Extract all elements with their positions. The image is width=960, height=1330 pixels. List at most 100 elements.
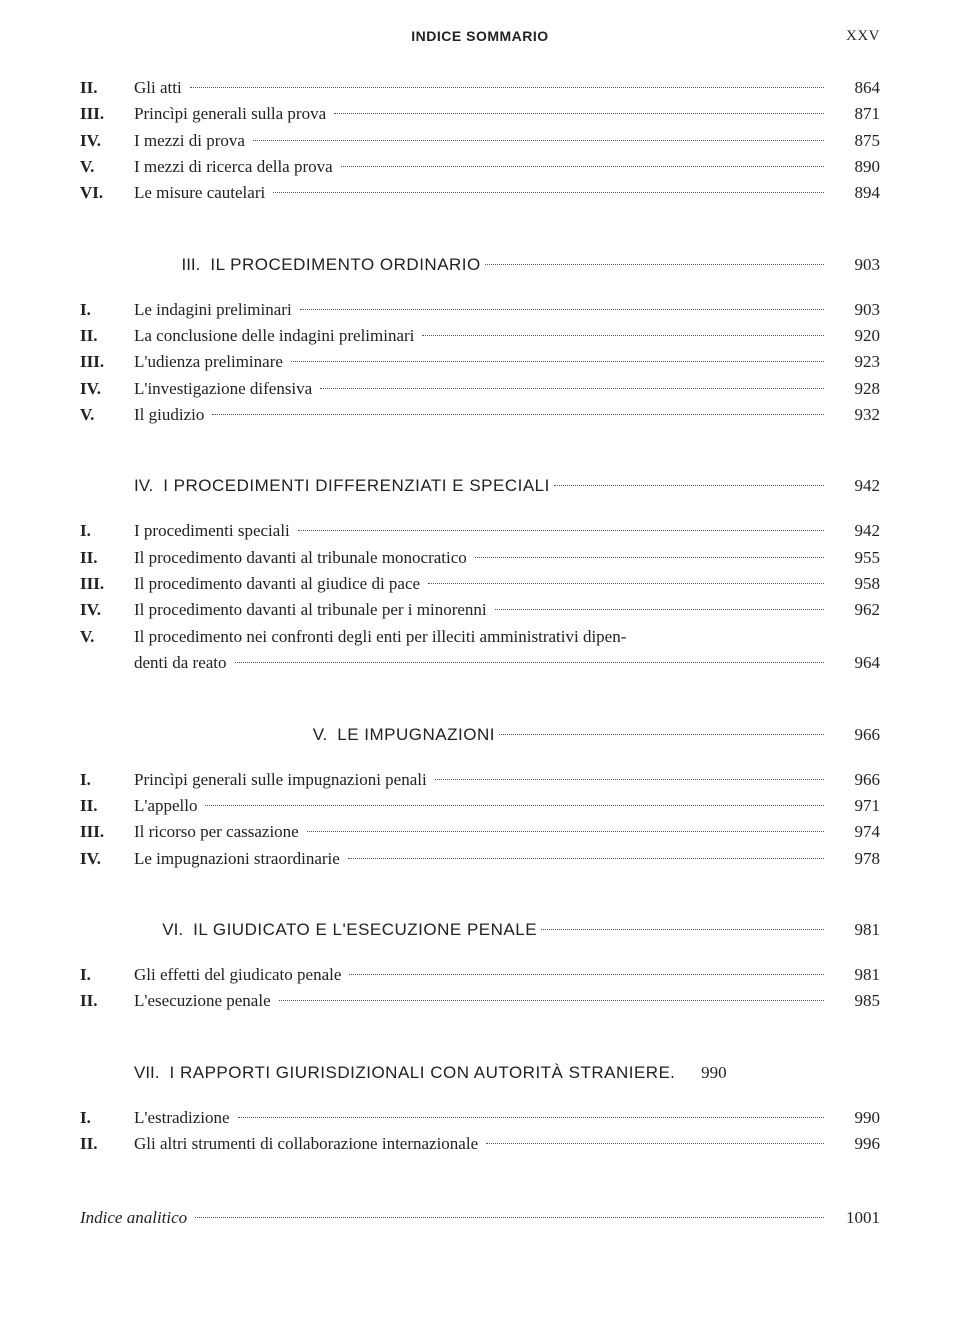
dot-leader	[422, 335, 824, 336]
toc-num: I.	[80, 518, 134, 544]
final-label: Indice analitico	[80, 1205, 191, 1231]
section-heading-7: VII. I RAPPORTI GIURISDIZIONALI CON AUTO…	[80, 1063, 880, 1083]
dot-leader	[298, 530, 824, 531]
toc-block-5: I.Princìpi generali sulle impugnazioni p…	[80, 767, 880, 872]
toc-row: III.L'udienza preliminare923	[80, 349, 880, 375]
dot-leader	[435, 779, 824, 780]
section-heading-6: VI. IL GIUDICATO E L'ESECUZIONE PENALE 9…	[80, 920, 880, 940]
toc-row: IV.Le impugnazioni straordinarie978	[80, 846, 880, 872]
section-heading-3: III. IL PROCEDIMENTO ORDINARIO 903	[80, 255, 880, 275]
toc-block-continuation: II.Gli atti 864 III.Princìpi generali sul…	[80, 75, 880, 207]
toc-num: III.	[80, 349, 134, 375]
toc-row: II.Gli atti 864	[80, 75, 880, 101]
section-num: V.	[313, 725, 338, 745]
section-title: I PROCEDIMENTI DIFFERENZIATI E SPECIALI	[163, 476, 550, 496]
toc-label: L'esecuzione penale	[134, 988, 275, 1014]
toc-block-4: I.I procedimenti speciali942 II.Il proce…	[80, 518, 880, 676]
section-title: IL GIUDICATO E L'ESECUZIONE PENALE	[193, 920, 537, 940]
toc-num: III.	[80, 571, 134, 597]
toc-row: II.Gli altri strumenti di collaborazione…	[80, 1131, 880, 1157]
section-page: 990	[675, 1063, 727, 1083]
toc-row-wrap-1: V.Il procedimento nei confronti degli en…	[80, 624, 880, 650]
toc-num: IV.	[80, 846, 134, 872]
toc-num: II.	[80, 545, 134, 571]
toc-page: 996	[828, 1131, 880, 1157]
toc-page: 894	[828, 180, 880, 206]
toc-num: V.	[80, 154, 134, 180]
dot-leader	[485, 264, 824, 265]
header-title: INDICE SOMMARIO	[80, 28, 832, 45]
toc-label: I mezzi di prova	[134, 128, 249, 154]
toc-page: 875	[828, 128, 880, 154]
toc-row: V.I mezzi di ricerca della prova890	[80, 154, 880, 180]
toc-page: 990	[828, 1105, 880, 1131]
toc-row: I.Princìpi generali sulle impugnazioni p…	[80, 767, 880, 793]
toc-label: L'appello	[134, 793, 201, 819]
toc-label: Il procedimento davanti al tribunale mon…	[134, 545, 471, 571]
dot-leader	[212, 414, 824, 415]
dot-leader	[320, 388, 824, 389]
toc-label-line1: Il procedimento nei confronti degli enti…	[134, 624, 880, 650]
dot-leader	[279, 1000, 824, 1001]
toc-row: III.Il ricorso per cassazione974	[80, 819, 880, 845]
section-num: IV.	[134, 476, 163, 496]
toc-row: IV.I mezzi di prova 875	[80, 128, 880, 154]
toc-label: Le misure cautelari	[134, 180, 269, 206]
section-page: 903	[828, 255, 880, 275]
dot-leader	[235, 662, 824, 663]
toc-page: 932	[828, 402, 880, 428]
dot-leader	[495, 609, 824, 610]
toc-page: 928	[828, 376, 880, 402]
section-title: IL PROCEDIMENTO ORDINARIO	[210, 255, 480, 275]
toc-label: Il procedimento davanti al giudice di pa…	[134, 571, 424, 597]
toc-page: 962	[828, 597, 880, 623]
dot-leader	[334, 113, 824, 114]
toc-label: Il procedimento davanti al tribunale per…	[134, 597, 491, 623]
toc-num: IV.	[80, 128, 134, 154]
toc-label: Gli atti	[134, 75, 186, 101]
toc-row-wrap-2: denti da reato964	[80, 650, 880, 676]
section-num: VI.	[162, 920, 193, 940]
toc-page: 985	[828, 988, 880, 1014]
toc-row: II.La conclusione delle indagini prelimi…	[80, 323, 880, 349]
toc-row: I.L'estradizione990	[80, 1105, 880, 1131]
toc-label: Gli effetti del giudicato penale	[134, 962, 345, 988]
toc-num: V.	[80, 624, 134, 650]
toc-num: II.	[80, 988, 134, 1014]
dot-leader	[307, 831, 824, 832]
toc-num: II.	[80, 75, 134, 101]
dot-leader	[238, 1117, 824, 1118]
section-page: 981	[828, 920, 880, 940]
toc-row: III.Princìpi generali sulla prova871	[80, 101, 880, 127]
toc-page: 871	[828, 101, 880, 127]
dot-leader	[291, 361, 824, 362]
dot-leader	[349, 974, 824, 975]
toc-page: 942	[828, 518, 880, 544]
dot-leader	[253, 140, 824, 141]
dot-leader	[341, 166, 824, 167]
toc-page: 864	[828, 75, 880, 101]
toc-page: 958	[828, 571, 880, 597]
toc-num: I.	[80, 962, 134, 988]
toc-num: II.	[80, 1131, 134, 1157]
toc-row: V.Il giudizio 932	[80, 402, 880, 428]
toc-num: II.	[80, 793, 134, 819]
toc-page: INDICE SOMMARIO XXV II.Gli atti864 III.P…	[0, 0, 960, 1272]
toc-final-row: Indice analitico 1001	[80, 1205, 880, 1231]
toc-page: 903	[828, 297, 880, 323]
section-page: 942	[828, 476, 880, 496]
toc-label: Il giudizio	[134, 402, 208, 428]
toc-row: I.Gli effetti del giudicato penale 981	[80, 962, 880, 988]
section-num: III.	[181, 255, 210, 275]
toc-num: V.	[80, 402, 134, 428]
toc-num: I.	[80, 767, 134, 793]
section-title: I RAPPORTI GIURISDIZIONALI CON AUTORITÀ …	[170, 1063, 671, 1083]
dot-leader	[554, 485, 824, 486]
toc-num: IV.	[80, 597, 134, 623]
toc-page: 955	[828, 545, 880, 571]
toc-page: 981	[828, 962, 880, 988]
toc-num: VI.	[80, 180, 134, 206]
toc-label: I procedimenti speciali	[134, 518, 294, 544]
dot-leader	[300, 309, 824, 310]
toc-label: L'investigazione difensiva	[134, 376, 316, 402]
